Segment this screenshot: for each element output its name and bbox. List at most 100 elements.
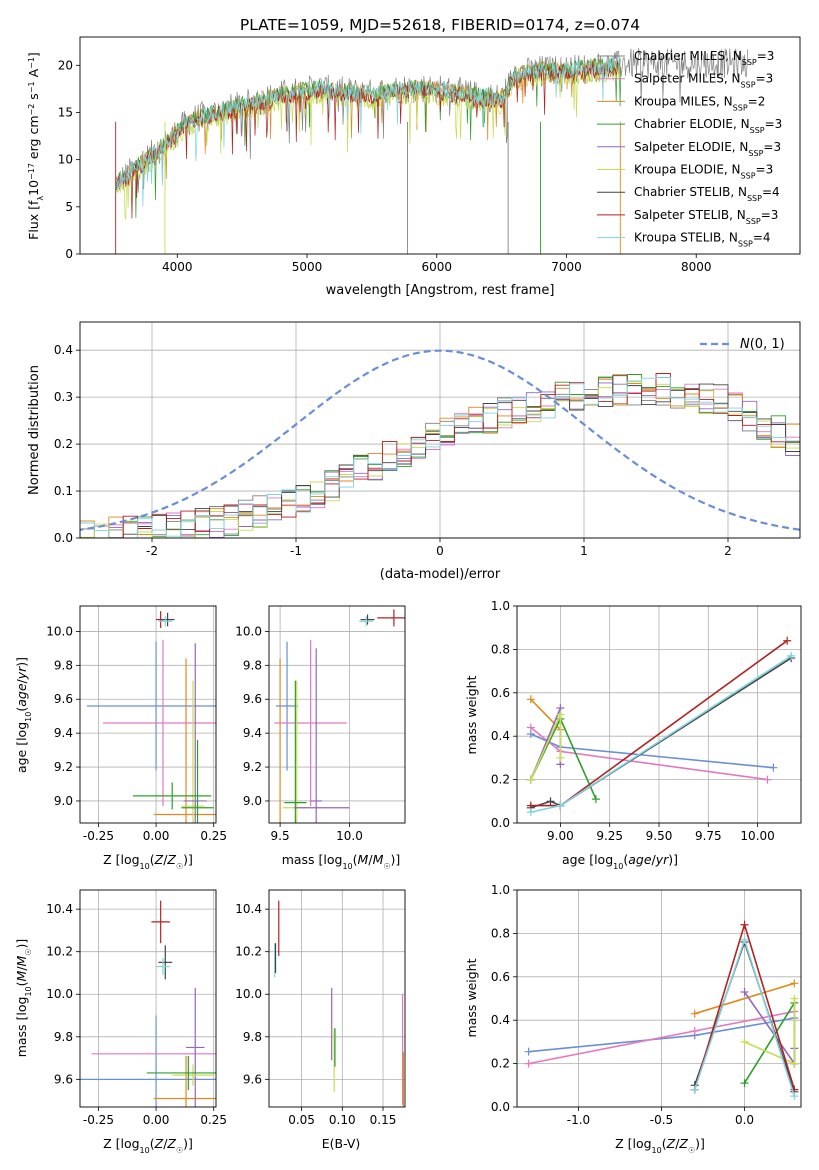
y-tick-label: 9.8 xyxy=(243,1030,262,1044)
y-tick-label: 9.6 xyxy=(54,692,73,706)
y-tick-label: 9.6 xyxy=(243,692,262,706)
kroupa_elodie-spectrum-line xyxy=(115,65,622,220)
marker-plus xyxy=(556,801,565,810)
weight_vs_z-marks xyxy=(524,920,799,1101)
x-tick-label: 9.00 xyxy=(547,829,574,843)
axes-frame xyxy=(79,36,801,255)
y-tick-label: 10.0 xyxy=(46,987,73,1001)
y-tick-label: 9.0 xyxy=(54,794,73,808)
marker-plus xyxy=(740,920,749,929)
legend-entry: Salpeter STELIB, NSSP=3 xyxy=(634,208,778,226)
y-tick-label: 9.4 xyxy=(54,726,73,740)
marker-plus xyxy=(769,763,778,772)
x-tick-label: 0 xyxy=(436,544,444,558)
x-tick-label: 2 xyxy=(724,544,732,558)
marker-plus xyxy=(546,797,555,806)
axes-frame xyxy=(268,605,406,824)
y-tick-label: 0.2 xyxy=(491,1057,510,1071)
age_vs_mass-marks xyxy=(274,609,405,823)
weight_vs_age-panel: 9.00 9.25 9.50 9.75 10.00 0.0 0.2 0.4 0.6 0.8 1.0 a… xyxy=(464,599,802,871)
y-tick-label: 1.0 xyxy=(491,599,510,613)
age_vs_mass-panel: 9.5 10.0 9.0 9.2 9.4 9.6 9.8 10.0 mass [log10(M/… xyxy=(235,605,406,871)
x-tick-label: 9.25 xyxy=(596,829,623,843)
y-tick-label: 9.8 xyxy=(54,658,73,672)
x-tick-label: 5000 xyxy=(292,260,323,274)
x-tick-label: 0.10 xyxy=(329,1113,356,1127)
y-tick-label: 9.6 xyxy=(54,1072,73,1086)
y-tick-label: 0.1 xyxy=(54,484,73,498)
x-axis-label: age [log10(age/yr)] xyxy=(562,852,678,871)
weight_vs_z-panel: -1.0 -0.5 0.0 0.0 0.2 0.4 0.6 0.8 1.0 Z [log10(Z/… xyxy=(464,883,802,1155)
y-tick-label: 0.8 xyxy=(491,926,510,940)
y-tick-label: 10.0 xyxy=(46,624,73,638)
y-tick-label: 0.2 xyxy=(491,773,510,787)
marker-plus xyxy=(740,1037,749,1046)
x-tick-label: 9.50 xyxy=(646,829,673,843)
y-axis-label: Normed distribution xyxy=(27,365,42,495)
x-tick-label: -1.0 xyxy=(567,1113,590,1127)
x-tick-label: 0.25 xyxy=(200,1113,227,1127)
residuals-panel: -2 -1 0 1 2 0.0 0.1 0.2 0.3 0.4 N(0, 1) (data-model… xyxy=(27,321,801,582)
kroupa_stelib-weight-line xyxy=(530,655,792,813)
marker-plus xyxy=(591,795,600,804)
x-tick-label: 7000 xyxy=(551,260,582,274)
y-tick-label: 0.8 xyxy=(491,642,510,656)
legend-entry: N(0, 1) xyxy=(740,337,785,352)
x-axis-label: (data-model)/error xyxy=(380,567,501,582)
y-axis-label: age [log10(age/yr)] xyxy=(14,657,33,773)
mass_vs_z-panel: -0.25 0.00 0.25 9.6 9.8 10.0 10.2 10.4 Z [log10(… xyxy=(14,889,227,1155)
axes-frame xyxy=(79,889,217,1108)
marker-plus xyxy=(524,1047,533,1056)
marker-plus xyxy=(740,1079,749,1088)
x-axis-label: mass [log10(M/M☉)] xyxy=(282,852,401,871)
y-tick-label: 0.0 xyxy=(491,816,510,830)
figure-title: PLATE=1059, MJD=52618, FIBERID=0174, z=0… xyxy=(240,16,640,34)
x-tick-label: 1 xyxy=(580,544,588,558)
legend-entry: Salpeter MILES, NSSP=3 xyxy=(634,72,773,90)
y-tick-label: 0.4 xyxy=(491,729,510,743)
y-tick-label: 10.0 xyxy=(235,987,262,1001)
x-tick-label: 4000 xyxy=(162,260,193,274)
age_vs_z-panel: -0.25 0.00 0.25 9.0 9.2 9.4 9.6 9.8 10.0 Z [log10… xyxy=(14,605,227,871)
marker-plus xyxy=(556,753,565,762)
weight_vs_age-marks xyxy=(526,636,796,817)
y-tick-label: 9.8 xyxy=(243,658,262,672)
y-axis-label: mass weight xyxy=(464,675,479,754)
x-axis-label: Z [log10(Z/Z☉)] xyxy=(103,852,193,871)
x-tick-label: -1 xyxy=(290,544,302,558)
y-tick-label: 20 xyxy=(58,58,73,72)
mass_vs_ebv-panel: 0.05 0.10 0.15 9.6 9.8 10.0 10.2 10.4 E(B-V) xyxy=(235,889,406,1151)
axes-frame xyxy=(516,889,802,1108)
mass_vs_ebv-marks xyxy=(274,900,404,1107)
age_vs_z-marks xyxy=(86,611,216,823)
x-tick-label: 8000 xyxy=(681,260,712,274)
x-axis-label: wavelength [Angstrom, rest frame] xyxy=(326,283,555,298)
spectrum-marks xyxy=(115,48,749,254)
marker-plus xyxy=(526,695,535,704)
y-tick-label: 9.4 xyxy=(243,726,262,740)
kroupa_stelib-spectrum-line xyxy=(115,57,622,207)
y-axis-label: Flux [fλ10−17 erg cm−2 s−1 A−1] xyxy=(26,52,45,240)
x-tick-label: -0.5 xyxy=(650,1113,673,1127)
y-tick-label: 10.0 xyxy=(235,624,262,638)
x-tick-label: 0.00 xyxy=(143,1113,170,1127)
marker-plus xyxy=(556,710,565,719)
marker-plus xyxy=(790,979,799,988)
legend-entry: Chabrier STELIB, NSSP=4 xyxy=(634,185,780,203)
x-tick-label: 10.0 xyxy=(336,829,363,843)
x-tick-label: 10.00 xyxy=(740,829,774,843)
spectrum-panel: 4000 5000 6000 7000 8000 0 5 10 15 20 wavelength [… xyxy=(26,36,801,298)
y-tick-label: 1.0 xyxy=(491,883,510,897)
y-tick-label: 0.0 xyxy=(54,531,73,545)
x-tick-label: 6000 xyxy=(421,260,452,274)
y-tick-label: 9.6 xyxy=(243,1072,262,1086)
y-axis-label: mass [log10(M/M☉)] xyxy=(14,939,33,1058)
x-axis-label: E(B-V) xyxy=(322,1136,361,1151)
x-axis-label: Z [log10(Z/Z☉)] xyxy=(103,1136,193,1155)
marker-plus xyxy=(526,723,535,732)
marker-plus xyxy=(690,1085,699,1094)
axes-frame xyxy=(268,889,406,1108)
marker-plus xyxy=(740,935,749,944)
marker-plus xyxy=(690,1027,699,1036)
